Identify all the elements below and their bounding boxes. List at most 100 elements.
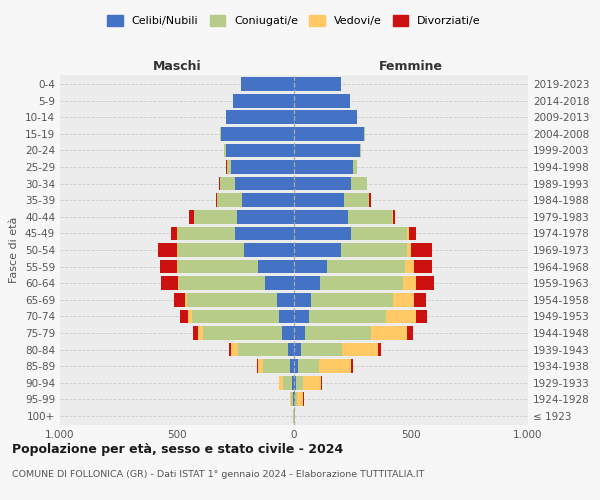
Bar: [296, 392, 303, 406]
Bar: [224, 144, 226, 158]
Bar: [294, 110, 357, 124]
Bar: [291, 392, 293, 406]
Bar: [294, 342, 301, 356]
Bar: [279, 376, 283, 390]
Bar: [258, 360, 263, 373]
Bar: [244, 243, 294, 257]
Bar: [293, 392, 294, 406]
Bar: [280, 310, 294, 323]
Bar: [178, 260, 259, 274]
Bar: [407, 226, 409, 240]
Bar: [180, 310, 188, 323]
Text: COMUNE DI FOLLONICA (GR) - Dati ISTAT 1° gennaio 2024 - Elaborazione TUTTITALIA.: COMUNE DI FOLLONICA (GR) - Dati ISTAT 1°…: [12, 470, 424, 479]
Bar: [371, 326, 407, 340]
Text: Femmine: Femmine: [379, 60, 443, 72]
Bar: [235, 177, 294, 190]
Bar: [192, 310, 280, 323]
Bar: [294, 210, 348, 224]
Bar: [235, 226, 294, 240]
Bar: [416, 276, 434, 290]
Bar: [290, 360, 294, 373]
Y-axis label: Anni di nascita: Anni di nascita: [599, 208, 600, 291]
Bar: [197, 326, 203, 340]
Bar: [350, 226, 407, 240]
Bar: [295, 392, 296, 406]
Bar: [194, 210, 238, 224]
Bar: [414, 293, 426, 306]
Bar: [178, 276, 179, 290]
Bar: [265, 276, 294, 290]
Bar: [416, 310, 427, 323]
Bar: [292, 376, 294, 390]
Bar: [187, 293, 277, 306]
Bar: [364, 127, 365, 140]
Bar: [305, 326, 371, 340]
Bar: [414, 260, 432, 274]
Y-axis label: Fasce di età: Fasce di età: [10, 217, 19, 283]
Bar: [229, 342, 231, 356]
Bar: [220, 177, 235, 190]
Bar: [294, 392, 295, 406]
Bar: [407, 243, 412, 257]
Bar: [294, 376, 296, 390]
Bar: [341, 342, 379, 356]
Bar: [370, 194, 371, 207]
Bar: [321, 376, 322, 390]
Bar: [308, 310, 386, 323]
Bar: [294, 260, 327, 274]
Bar: [161, 276, 178, 290]
Bar: [259, 260, 294, 274]
Bar: [393, 293, 414, 306]
Bar: [294, 360, 298, 373]
Bar: [172, 226, 178, 240]
Bar: [311, 293, 393, 306]
Bar: [319, 360, 351, 373]
Bar: [238, 342, 288, 356]
Text: Popolazione per età, sesso e stato civile - 2024: Popolazione per età, sesso e stato civil…: [12, 442, 343, 456]
Bar: [226, 110, 294, 124]
Bar: [294, 226, 350, 240]
Bar: [294, 293, 311, 306]
Bar: [231, 342, 238, 356]
Bar: [386, 310, 416, 323]
Text: Maschi: Maschi: [152, 60, 202, 72]
Bar: [277, 293, 294, 306]
Bar: [263, 360, 290, 373]
Bar: [226, 144, 294, 158]
Bar: [203, 326, 282, 340]
Bar: [344, 194, 369, 207]
Bar: [348, 210, 392, 224]
Bar: [189, 210, 194, 224]
Bar: [341, 243, 407, 257]
Bar: [392, 210, 395, 224]
Bar: [412, 243, 432, 257]
Bar: [231, 160, 294, 174]
Bar: [160, 260, 177, 274]
Bar: [233, 94, 294, 108]
Bar: [353, 160, 357, 174]
Bar: [215, 194, 217, 207]
Bar: [185, 293, 187, 306]
Bar: [296, 376, 303, 390]
Bar: [174, 293, 185, 306]
Bar: [303, 376, 321, 390]
Bar: [219, 177, 220, 190]
Bar: [227, 160, 231, 174]
Bar: [179, 276, 265, 290]
Bar: [294, 127, 364, 140]
Bar: [294, 94, 350, 108]
Bar: [217, 194, 242, 207]
Bar: [257, 360, 258, 373]
Bar: [290, 392, 291, 406]
Bar: [158, 243, 177, 257]
Bar: [221, 127, 294, 140]
Bar: [407, 326, 413, 340]
Bar: [193, 326, 197, 340]
Bar: [241, 78, 294, 91]
Bar: [294, 243, 341, 257]
Bar: [359, 144, 361, 158]
Legend: Celibi/Nubili, Coniugati/e, Vedovi/e, Divorziati/e: Celibi/Nubili, Coniugati/e, Vedovi/e, Di…: [105, 13, 483, 28]
Bar: [288, 342, 294, 356]
Bar: [178, 226, 235, 240]
Bar: [294, 177, 350, 190]
